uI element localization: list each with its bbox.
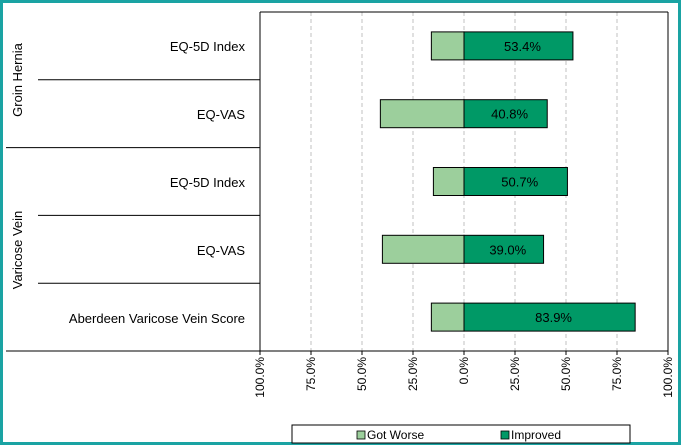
bar-got-worse bbox=[381, 234, 465, 264]
bar-got-worse bbox=[430, 302, 465, 332]
data-label: 39.0% bbox=[489, 242, 526, 257]
bar-improved bbox=[463, 302, 636, 332]
legend: Got Worse Improved bbox=[291, 424, 631, 444]
x-tick-label: 0.0% bbox=[457, 357, 471, 385]
data-label: 83.9% bbox=[535, 310, 572, 325]
bar-improved bbox=[463, 99, 548, 129]
x-tick-label: 50.0% bbox=[559, 357, 573, 391]
legend-label-improved: Improved bbox=[511, 428, 561, 442]
category-label-aberdeen: Aberdeen Varicose Vein Score bbox=[69, 311, 245, 326]
bar-improved bbox=[463, 234, 545, 264]
legend-label-got-worse: Got Worse bbox=[367, 428, 424, 442]
group-label-groin-hernia: Groin Hernia bbox=[10, 42, 25, 116]
bar-got-worse bbox=[432, 167, 465, 196]
bar-got-worse bbox=[430, 31, 465, 61]
data-label: 40.8% bbox=[491, 107, 528, 122]
x-tick-label: 50.0% bbox=[355, 357, 369, 391]
x-axis-ticks: 100.0% 75.0% 50.0% 25.0% 0.0% 25.0% 50.0% 75.0%… bbox=[253, 351, 675, 398]
x-tick-label: 100.0% bbox=[661, 357, 675, 398]
x-tick-label: 75.0% bbox=[304, 357, 318, 391]
x-tick-label: 100.0% bbox=[253, 357, 267, 398]
legend-swatch-improved bbox=[500, 430, 510, 440]
group-label-varicose-vein: Varicose Vein bbox=[10, 211, 25, 290]
category-label-vv-eqvas: EQ-VAS bbox=[197, 243, 245, 258]
x-tick-label: 75.0% bbox=[610, 357, 624, 391]
data-labels: 53.4% 40.8% 50.7% 39.0% 83.9% bbox=[489, 39, 572, 325]
data-label: 50.7% bbox=[501, 175, 538, 190]
bar-improved bbox=[463, 167, 568, 196]
category-label-gh-eqvas: EQ-VAS bbox=[197, 107, 245, 122]
legend-box bbox=[291, 424, 631, 444]
bar-got-worse bbox=[379, 99, 465, 129]
category-label-vv-eq5d: EQ-5D Index bbox=[170, 175, 246, 190]
legend-swatch-got-worse bbox=[356, 430, 366, 440]
x-tick-label: 25.0% bbox=[508, 357, 522, 391]
bars bbox=[379, 31, 636, 332]
bar-improved bbox=[463, 31, 574, 61]
x-tick-label: 25.0% bbox=[406, 357, 420, 391]
category-axis: Groin Hernia Varicose Vein EQ-5D Index E… bbox=[10, 39, 245, 326]
data-label: 53.4% bbox=[504, 39, 541, 54]
category-label-gh-eq5d: EQ-5D Index bbox=[170, 39, 246, 54]
